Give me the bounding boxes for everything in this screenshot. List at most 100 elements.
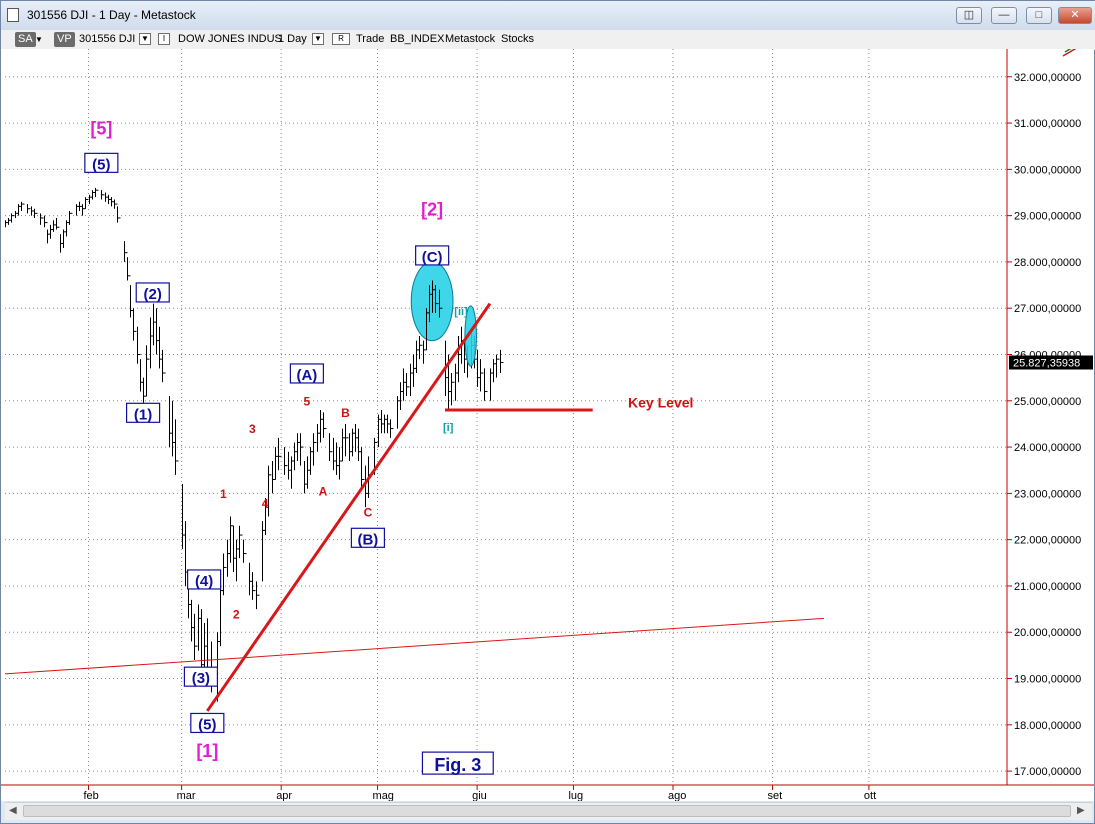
wave-label: (5) [190,712,225,734]
wave-label: [ii] [454,306,468,318]
wave-label: (4) [187,569,222,590]
wave-label: Key Level [628,395,693,411]
wave-label-text: [ii] [454,306,468,318]
wave-label: (B) [350,527,386,548]
maximize-icon[interactable]: □ [1026,7,1052,24]
symbol-label[interactable]: 301556 DJI [79,33,136,45]
wave-label: B [341,406,350,420]
y-tick-label: 32.000,00000 [1014,72,1081,84]
wave-label: 5 [304,394,311,408]
y-tick-label: 19.000,00000 [1014,674,1081,686]
stocks-label: Stocks [501,33,535,45]
window-title: 301556 DJI - 1 Day - Metastock [27,8,196,22]
x-tick-label: ago [668,790,686,801]
wave-label-text: (1) [134,406,152,423]
price-chart[interactable]: [5] (5) (2) (1) (4) (3) (5) [1] 1 2 3 4 5 (A) A B C (B) [2… [1,49,1094,801]
wave-label-box [421,751,494,775]
chart-toolbar: SA ▼ VP 301556 DJI ▼ I DOW JONES INDUS 1… [1,30,1095,50]
wave-label-text: (B) [357,531,378,548]
horizontal-scrollbar[interactable]: ◀ ▶ [5,802,1092,820]
y-tick-label: 29.000,00000 [1014,211,1081,223]
sa-dropdown-icon[interactable]: ▼ [35,35,43,44]
wave-label: C [364,506,373,520]
i-box-button[interactable]: I [158,33,170,45]
scroll-thumb[interactable] [23,805,1071,817]
wave-label-text: 3 [249,422,256,436]
scroll-left-icon[interactable]: ◀ [9,805,17,816]
wave-label-box [187,569,222,590]
wave-label-text: [i] [443,422,454,434]
wave-label-text: (C) [422,249,443,266]
wave-label-text: A [319,485,328,499]
y-tick-label: 27.000,00000 [1014,303,1081,315]
wave-label: (3) [183,666,219,687]
small-highlight-ellipse [464,305,477,367]
wave-label-text: Fig. 3 [434,755,481,775]
sa-button[interactable]: SA [15,32,36,47]
wave-label-box [190,712,225,734]
wave-label-box [84,152,119,173]
axis-layer: 17.000,00000 18.000,00000 19.000,00000 20.0… [1,49,1094,801]
steep-trendline [206,302,492,712]
wave-label: A [319,485,328,499]
minimize-icon[interactable]: — [991,7,1017,24]
wave-label-text: (3) [192,670,210,687]
wave-label-text: [1] [196,741,218,761]
wave-label-text: [5] [90,119,112,139]
wave-label-text: B [341,406,350,420]
wave-label-box [125,402,161,423]
wave-label: [5] [90,119,112,139]
y-tick-label: 18.000,00000 [1014,720,1081,732]
index-label: BB_INDEX [390,33,445,45]
title-bar: 301556 DJI - 1 Day - Metastock ◫ — □ ✕ [1,1,1095,30]
last-price-label: 25.827,35938 [1013,358,1080,370]
wave-label-box [415,245,450,266]
long-trendline [4,617,824,675]
y-tick-label: 20.000,00000 [1014,627,1081,639]
wave-label-text: (A) [296,367,317,384]
wave-label-box [350,527,386,548]
wave-label: (A) [289,363,324,384]
close-icon[interactable]: ✕ [1058,7,1092,24]
trendlines-layer [4,302,824,712]
y-tick-label: 30.000,00000 [1014,164,1081,176]
wave-label-text: (5) [92,156,110,173]
wave-label-text: 5 [304,394,311,408]
wave-label-box [135,282,170,303]
trade-label[interactable]: Trade [356,33,385,45]
wave-label: Fig. 3 [421,751,494,775]
wave-label: (C) [415,245,450,266]
x-tick-label: apr [276,790,292,801]
wave-label: [1] [196,741,218,761]
wave-label: (2) [135,282,170,303]
wave-label: 2 [233,607,240,621]
vp-button[interactable]: VP [54,32,75,47]
wave-label: 4 [262,496,269,510]
wave-label-box [183,666,219,687]
wave-label-text: (4) [195,573,213,590]
r-box-button[interactable]: R [332,33,350,45]
x-tick-label: mag [373,790,394,801]
grid-layer [5,49,1007,785]
wave-label-text: C [364,506,373,520]
restore-icon[interactable]: ◫ [956,7,982,24]
wave-label: [i] [443,422,454,434]
wave-label-text: 4 [262,496,269,510]
x-tick-label: lug [568,790,583,801]
period-dropdown-icon[interactable]: ▼ [312,33,324,45]
y-tick-label: 17.000,00000 [1014,766,1081,778]
document-icon [7,8,19,22]
period-label[interactable]: 1 Day [278,33,307,45]
wave-label: [2] [421,200,443,220]
source-label: Metastock [445,33,496,45]
wave-label: 1 [220,487,227,501]
wave-label-text: 1 [220,487,227,501]
symbol-dropdown-icon[interactable]: ▼ [139,33,151,45]
x-tick-label: set [768,790,783,801]
scroll-right-icon[interactable]: ▶ [1077,805,1085,816]
y-tick-label: 21.000,00000 [1014,581,1081,593]
indicator-icon[interactable] [1062,49,1080,57]
last-price-marker [1009,355,1093,370]
security-name-label: DOW JONES INDUS [178,33,282,45]
